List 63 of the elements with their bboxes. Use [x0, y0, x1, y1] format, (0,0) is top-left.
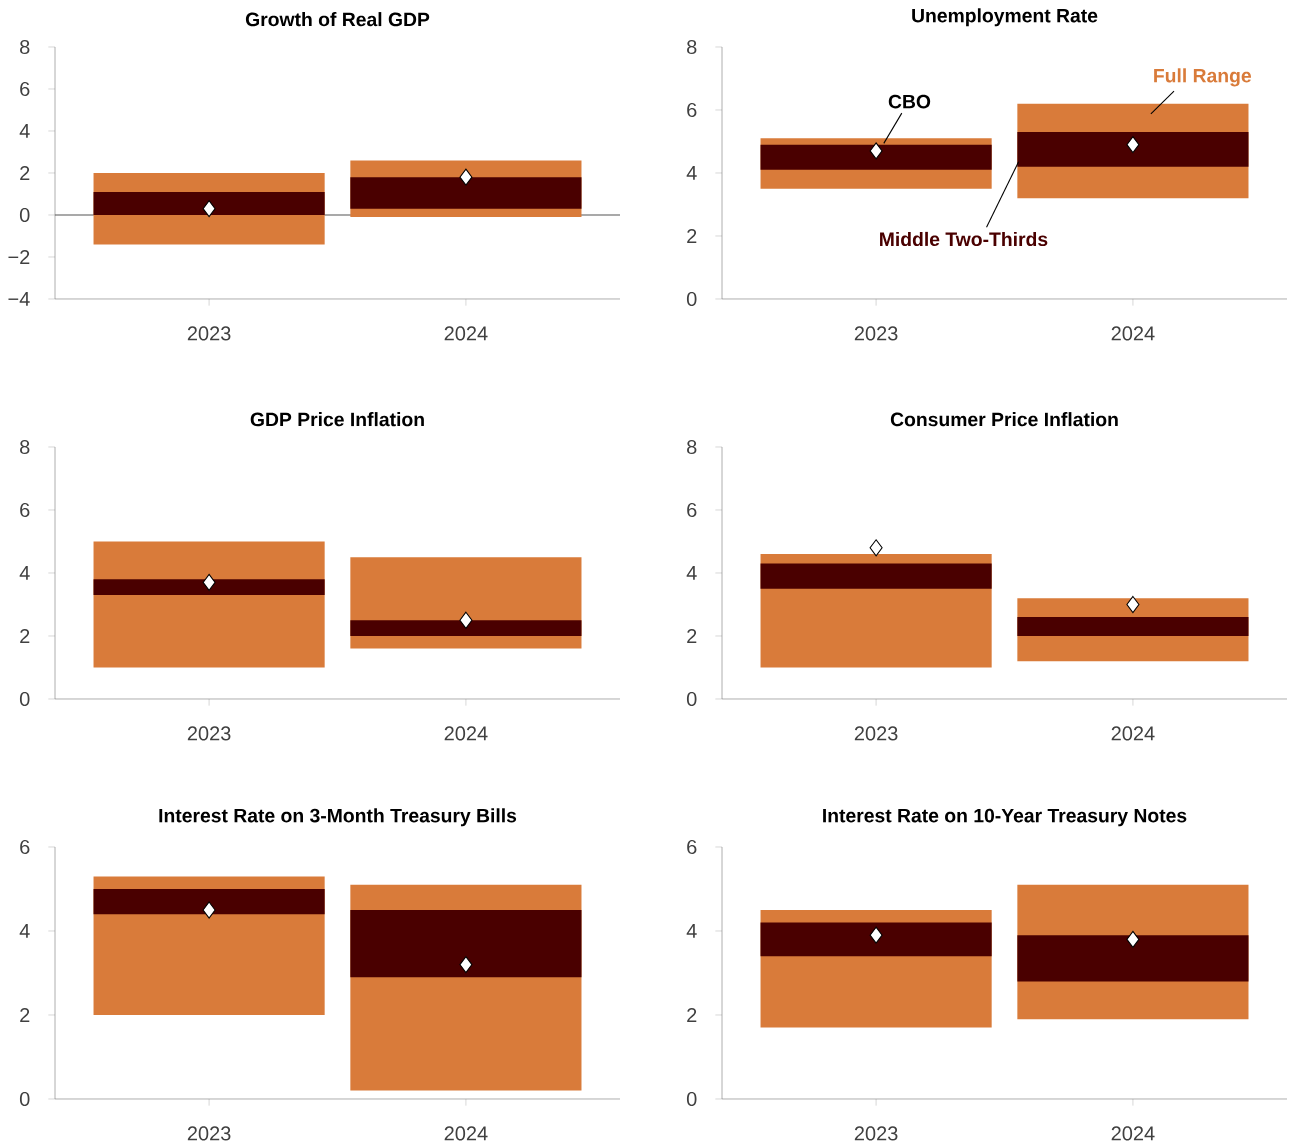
x-tick-label: 2024 [1111, 1126, 1155, 1141]
bar [1017, 617, 1249, 636]
y-tick-label: 2 [687, 1008, 697, 1022]
y-tick-label: 8 [687, 39, 697, 55]
bar [93, 579, 325, 596]
x-tick-label: 2024 [1111, 726, 1155, 741]
y-tick-label: −4 [8, 292, 30, 306]
x-tick-label: 2023 [854, 326, 898, 341]
y-tick-label: 8 [687, 439, 697, 455]
y-tick-label: 8 [20, 39, 30, 55]
x-tick-label: 2024 [444, 726, 488, 741]
y-tick-label: 4 [19, 566, 30, 580]
y-tick-label: 6 [687, 839, 697, 855]
bar [350, 909, 582, 978]
x-tick-label: 2023 [187, 726, 231, 741]
x-tick-label: 2024 [444, 1126, 488, 1141]
y-tick-label: 2 [20, 629, 30, 643]
y-tick-label: 0 [686, 1091, 697, 1107]
chart-title: Interest Rate on 3-Month Treasury Bills [159, 808, 517, 827]
y-tick-label: 0 [686, 691, 697, 707]
bar [350, 620, 582, 636]
y-tick-label: 4 [686, 566, 697, 580]
y-tick-label: 2 [20, 1008, 30, 1022]
y-tick-label: 6 [687, 502, 697, 518]
series-label: Full Range [1154, 68, 1252, 87]
y-tick-label: 0 [19, 207, 30, 223]
y-tick-label: 0 [686, 291, 697, 307]
y-tick-label: 6 [20, 81, 30, 97]
x-tick-label: 2023 [854, 726, 898, 741]
y-tick-label: 2 [687, 629, 697, 643]
y-tick-label: 4 [686, 166, 697, 180]
y-tick-label: 4 [19, 124, 30, 138]
y-tick-label: 0 [19, 1091, 30, 1107]
y-tick-label: 4 [19, 924, 30, 938]
y-tick-label: 8 [20, 439, 30, 455]
bar [93, 888, 325, 915]
y-tick-label: 6 [687, 102, 697, 118]
y-tick-label: 6 [20, 839, 30, 855]
y-tick-label: 2 [20, 165, 30, 180]
x-tick-label: 2023 [854, 1126, 898, 1141]
bar [350, 177, 582, 209]
x-tick-label: 2023 [187, 326, 231, 341]
chart-title: Interest Rate on 10-Year Treasury Notes [823, 808, 1187, 827]
bar [93, 191, 325, 215]
bar [1017, 132, 1249, 167]
x-tick-label: 2024 [444, 326, 488, 341]
text: Middle Two-Thirds [880, 231, 1048, 247]
y-tick-label: 6 [20, 502, 30, 518]
y-tick-label: 4 [686, 924, 697, 938]
bar [1017, 935, 1249, 982]
y-tick-label: 2 [687, 229, 697, 243]
y-tick-label: −2 [8, 249, 30, 264]
series-label: CBO [888, 94, 931, 109]
bar [760, 144, 992, 170]
chart-title: Growth of Real GDP [245, 12, 430, 27]
x-tick-label: 2024 [1111, 326, 1155, 341]
chart-title: GDP Price Inflation [250, 412, 424, 427]
y-tick-label: 0 [19, 691, 30, 707]
bar [760, 563, 992, 589]
chart-title: Consumer Price Inflation [890, 412, 1118, 427]
x-tick-label: 2023 [187, 1126, 231, 1141]
bar [760, 922, 992, 957]
chart-title: Unemployment Rate [912, 8, 1098, 27]
